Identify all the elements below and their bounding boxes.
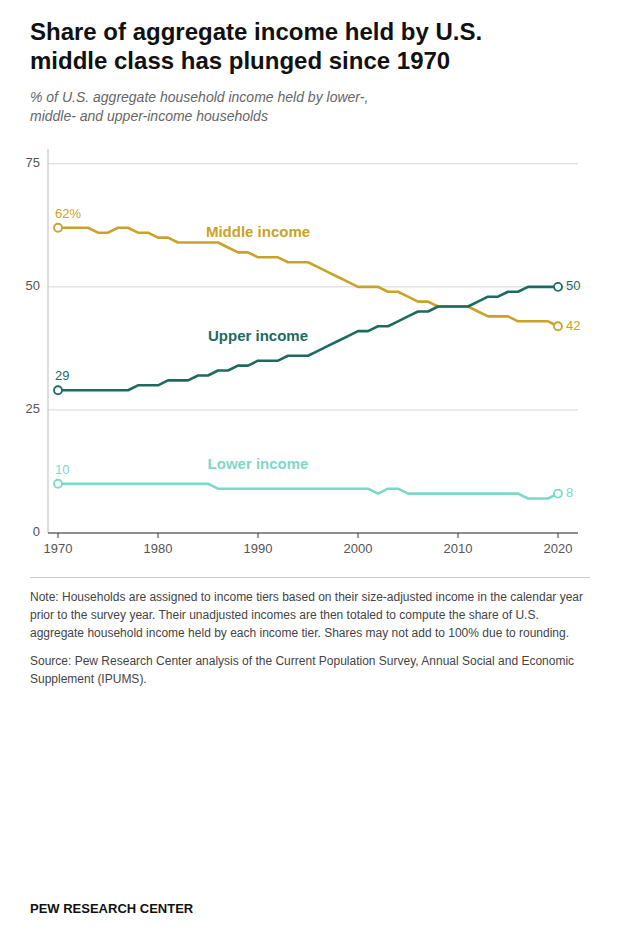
end-marker bbox=[54, 386, 62, 394]
series-line bbox=[58, 287, 558, 390]
notes: Note: Households are assigned to income … bbox=[30, 577, 590, 688]
x-tick bbox=[258, 533, 259, 538]
series-label: Lower income bbox=[208, 454, 309, 471]
x-tick-label: 1970 bbox=[44, 541, 73, 556]
y-axis-line bbox=[48, 149, 49, 533]
grid-line bbox=[48, 286, 578, 287]
end-marker bbox=[54, 224, 62, 232]
note: Note: Households are assigned to income … bbox=[30, 588, 590, 642]
y-tick-label: 0 bbox=[33, 524, 40, 539]
data-label: 8 bbox=[566, 485, 573, 500]
x-tick-label: 2000 bbox=[344, 541, 373, 556]
series-label: Middle income bbox=[206, 223, 310, 240]
x-tick bbox=[558, 533, 559, 538]
end-marker bbox=[554, 489, 562, 497]
x-tick bbox=[358, 533, 359, 538]
grid-line bbox=[48, 409, 578, 410]
data-label: 62% bbox=[55, 206, 81, 221]
x-tick-label: 2020 bbox=[544, 541, 573, 556]
y-tick-label: 25 bbox=[26, 401, 40, 416]
series-line bbox=[58, 484, 558, 499]
grid-line bbox=[48, 163, 578, 164]
data-label: 42 bbox=[566, 317, 580, 332]
x-tick-label: 2010 bbox=[444, 541, 473, 556]
data-label: 50 bbox=[566, 278, 580, 293]
axes: 0 25 50 75 1970 1980 1990 2000 2010 2020 bbox=[26, 149, 578, 556]
labels: 62% 42 Middle income 29 50 Upper income 10 8 Low… bbox=[55, 206, 580, 500]
series-label: Upper income bbox=[208, 326, 308, 343]
page: Share of aggregate income held by U.S. m… bbox=[0, 0, 620, 938]
source: PEW RESEARCH CENTER bbox=[30, 901, 193, 916]
x-axis-line bbox=[48, 532, 578, 533]
data-label: 10 bbox=[55, 462, 69, 477]
chart: 0 25 50 75 1970 1980 1990 2000 2010 2020 62% 42 Midd… bbox=[0, 133, 620, 573]
x-tick bbox=[158, 533, 159, 538]
grid-line bbox=[48, 532, 578, 533]
y-tick-label: 75 bbox=[26, 155, 40, 170]
x-tick-label: 1980 bbox=[144, 541, 173, 556]
x-tick bbox=[458, 533, 459, 538]
x-tick bbox=[58, 533, 59, 538]
x-tick-label: 1990 bbox=[244, 541, 273, 556]
title: Share of aggregate income held by U.S. m… bbox=[30, 18, 590, 76]
end-marker bbox=[554, 322, 562, 330]
end-marker bbox=[54, 480, 62, 488]
plot-data bbox=[54, 224, 562, 499]
note: Source: Pew Research Center analysis of … bbox=[30, 652, 590, 688]
subtitle: % of U.S. aggregate household income hel… bbox=[30, 88, 590, 127]
end-marker bbox=[554, 283, 562, 291]
y-tick-label: 50 bbox=[26, 278, 40, 293]
data-label: 29 bbox=[55, 368, 69, 383]
series-line bbox=[58, 228, 558, 326]
